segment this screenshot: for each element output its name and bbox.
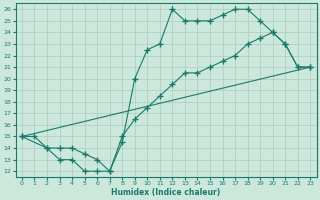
X-axis label: Humidex (Indice chaleur): Humidex (Indice chaleur) <box>111 188 221 197</box>
